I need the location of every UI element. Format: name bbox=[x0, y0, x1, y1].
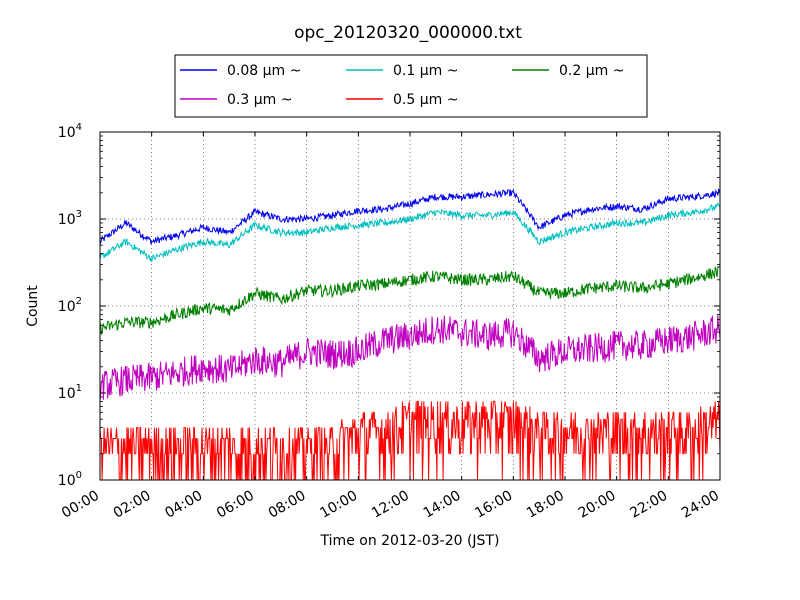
y-tick-label: 101 bbox=[58, 383, 82, 402]
y-axis-label: Count bbox=[25, 285, 41, 327]
series-line bbox=[99, 265, 721, 336]
x-axis-label: Time on 2012-03-20 (JST) bbox=[320, 533, 500, 549]
y-tick-label: 102 bbox=[58, 296, 82, 315]
series-line bbox=[99, 314, 721, 402]
legend-frame bbox=[174, 54, 648, 118]
legend-label: 0.2 μm ~ bbox=[559, 63, 624, 79]
legend-label: 0.5 μm ~ bbox=[393, 92, 458, 108]
legend-label: 0.08 μm ~ bbox=[227, 63, 301, 79]
chart-title: opc_20120320_000000.txt bbox=[294, 23, 522, 43]
legend-label: 0.3 μm ~ bbox=[227, 92, 292, 108]
y-tick-label: 103 bbox=[58, 209, 82, 228]
legend-label: 0.1 μm ~ bbox=[393, 63, 458, 79]
legend: 0.08 μm ~ 0.1 μm ~ 0.2 μm ~ 0.3 μm ~ 0.5 μm … bbox=[174, 54, 648, 118]
grid bbox=[100, 132, 720, 480]
tick-marks bbox=[99, 131, 721, 481]
y-tick-label: 100 bbox=[58, 470, 82, 489]
y-tick-label: 104 bbox=[58, 122, 82, 141]
series-line bbox=[99, 187, 721, 245]
y-tick-labels: 100 101 102 103 104 bbox=[58, 122, 82, 489]
series-line bbox=[99, 202, 721, 263]
